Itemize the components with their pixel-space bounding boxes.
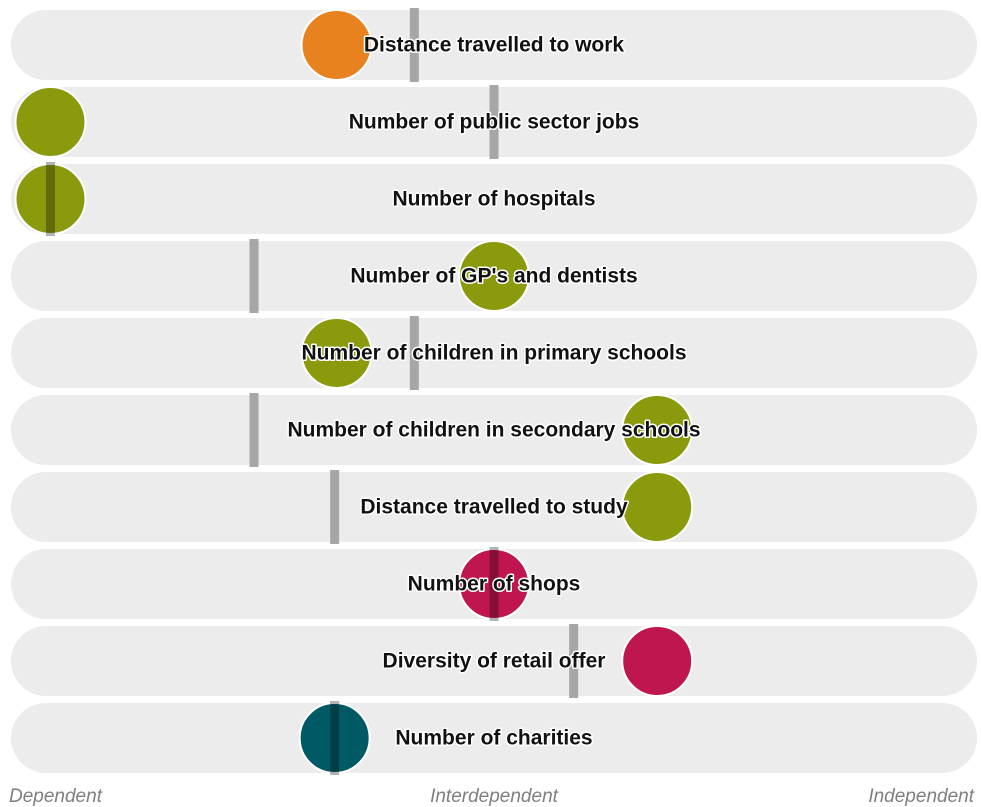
chart-row: Number of children in secondary schools [11,393,977,467]
axis-label-left: Dependent [9,786,103,807]
data-point [14,86,87,158]
chart-row: Number of children in primary schools [11,316,977,390]
row-background [11,703,977,773]
reference-marker [569,624,579,698]
row-label: Number of children in secondary schools [287,419,700,442]
chart-row: Number of GP's and dentists [11,239,977,313]
chart-row: Number of shops [11,547,977,621]
row-background [11,472,977,542]
row-label: Number of charities [395,727,592,750]
row-background [11,626,977,696]
reference-marker [489,85,499,159]
row-background [11,164,977,234]
reference-marker [45,162,55,236]
row-background [11,10,977,80]
row-label: Distance travelled to work [364,34,625,57]
data-point [14,163,87,235]
chart-row: Number of hospitals [11,162,977,236]
row-label: Number of hospitals [392,188,595,211]
chart-rows: Distance travelled to work Number of publ… [11,8,977,775]
data-point [621,625,694,697]
axis-label-right: Independent [868,786,974,807]
reference-marker [489,547,499,621]
reference-marker [330,470,340,544]
reference-marker [249,393,259,467]
row-label: Diversity of retail offer [383,650,606,673]
reference-marker [249,239,259,313]
data-point [300,9,373,81]
reference-marker [409,316,419,390]
row-label: Number of shops [408,573,581,596]
chart-row: Distance travelled to work [11,8,977,82]
chart-row: Distance travelled to study [11,470,977,544]
chart-row: Number of public sector jobs [11,85,977,159]
axis-labels: Dependent Interdependent Independent [9,786,975,807]
data-point [458,240,530,312]
data-point [458,548,530,620]
reference-marker [330,701,340,775]
row-label: Distance travelled to study [360,496,628,519]
data-point [621,471,694,543]
axis-label-center: Interdependent [430,786,559,807]
data-point [621,394,694,466]
chart-row: Number of charities [11,701,977,775]
data-point [298,702,371,774]
row-label: Number of public sector jobs [349,111,640,134]
data-point [300,317,373,389]
row-label: Number of GP's and dentists [350,265,637,288]
chart-row: Diversity of retail offer [11,624,977,698]
row-label: Number of children in primary schools [301,342,686,365]
reference-marker [409,8,419,82]
row-background [11,318,977,388]
